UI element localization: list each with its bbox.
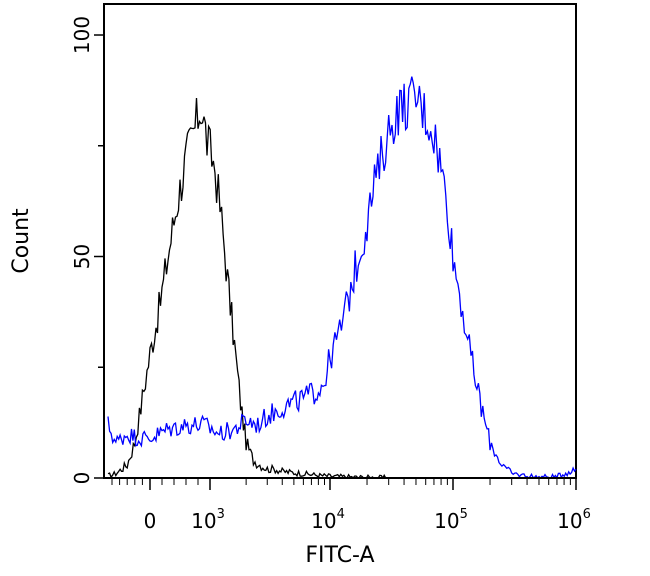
x-tick-exponent: 5	[460, 507, 468, 522]
x-tick-label: 105	[434, 507, 468, 533]
x-tick-base: 10	[557, 509, 582, 533]
histogram-series-2	[107, 76, 577, 480]
x-tick-base: 10	[191, 509, 216, 533]
y-axis-title: Count	[9, 208, 34, 274]
x-axis-title: FITC-A	[305, 543, 374, 568]
plot-frame	[103, 3, 577, 479]
x-axis: 0 103 104 105 106	[104, 477, 591, 533]
y-tick-label: 50	[70, 244, 94, 269]
histogram-series-1	[107, 97, 389, 480]
x-tick-label: 104	[311, 507, 345, 533]
x-tick-base: 10	[311, 509, 336, 533]
x-tick-label: 0	[144, 509, 157, 533]
y-axis: 0 50 100	[70, 4, 105, 485]
x-tick-exponent: 4	[337, 507, 345, 522]
x-tick-base: 0	[144, 509, 157, 533]
y-tick-label: 100	[70, 16, 94, 54]
x-tick-exponent: 3	[217, 507, 225, 522]
x-tick-label: 103	[191, 507, 225, 533]
plot-area	[107, 76, 577, 480]
x-tick-label: 106	[557, 507, 591, 533]
y-tick-label: 0	[70, 472, 94, 485]
x-tick-exponent: 6	[583, 507, 591, 522]
x-tick-base: 10	[434, 509, 459, 533]
